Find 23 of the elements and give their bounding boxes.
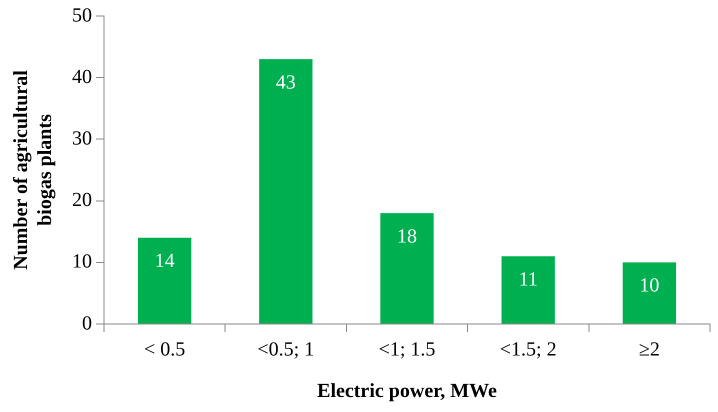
data-label: 10 (639, 274, 660, 297)
bar (622, 262, 676, 324)
data-label: 11 (518, 268, 538, 290)
bar (380, 213, 434, 324)
y-tick-label: 20 (72, 189, 92, 212)
y-tick-label: 50 (72, 4, 92, 26)
data-label: 14 (154, 250, 175, 272)
x-tick-label: <1.5; 2 (500, 338, 557, 360)
x-tick-label: <0.5; 1 (257, 338, 314, 360)
x-axis-title: Electric power, MWe (317, 380, 497, 402)
y-axis-title: Number of agricultural biogas plants (10, 70, 56, 270)
y-tick-label: 10 (72, 250, 92, 273)
bar (138, 238, 192, 324)
data-label: 43 (276, 71, 296, 94)
bar (502, 256, 555, 324)
x-tick-label: ≥2 (638, 338, 660, 360)
y-tick-label: 0 (82, 312, 92, 334)
y-tick-label: 30 (72, 127, 92, 150)
x-tick-label: <1; 1.5 (378, 338, 436, 360)
bar (259, 59, 312, 324)
y-tick-label: 40 (72, 66, 92, 88)
data-label: 18 (397, 225, 417, 248)
x-tick-label: < 0.5 (144, 338, 186, 360)
